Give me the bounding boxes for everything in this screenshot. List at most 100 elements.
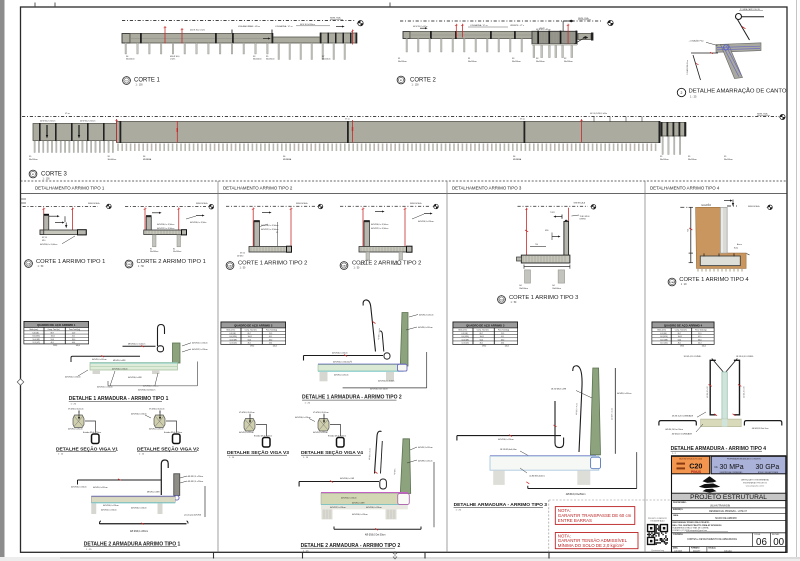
svg-text:4Ø Ø16,0 c/20cm: 4Ø Ø16,0 c/20cm [498,439,514,441]
svg-text:S2: S2 [564,58,566,60]
svg-text:SEM ESCALA: SEM ESCALA [410,202,422,205]
svg-text:53,4: 53,4 [51,339,54,341]
svg-text:DETALHE SEÇÃO VIGA V1: DETALHE SEÇÃO VIGA V1 [56,446,118,453]
svg-text:104,1: 104,1 [51,336,55,338]
svg-text:4Ø Ø16,0 c/20cm: 4Ø Ø16,0 c/20cm [112,369,128,371]
svg-text:Solo: Solo [734,247,739,249]
svg-text:8,0 (5/16): 8,0 (5/16) [462,336,470,338]
svg-text:Ø7,10: Ø7,10 [42,237,47,239]
svg-text:CORTE 2: CORTE 2 [410,78,437,84]
svg-text:Aterro: Aterro [737,243,742,246]
svg-text:1 : 10: 1 : 10 [303,457,309,459]
svg-text:4Ø Ø12,5 c/20cm: 4Ø Ø12,5 c/20cm [188,476,204,478]
svg-text:6,3 (1/4): 6,3 (1/4) [33,332,40,334]
svg-text:JUL/2023: JUL/2023 [674,551,682,553]
svg-text:SEM ESCALA: SEM ESCALA [296,202,308,205]
svg-text:V5 xx: V5 xx [65,113,70,115]
svg-text:S1: S1 [150,248,152,250]
svg-text:Ø7,10: Ø7,10 [240,253,245,255]
svg-text:Peso Total (kg): Peso Total (kg) [498,329,510,332]
svg-text:TOPO: TOPO [550,212,556,214]
svg-text:21,9: 21,9 [72,332,75,334]
svg-text:4Ø Ø5,0 c/20cm: 4Ø Ø5,0 c/20cm [92,359,107,361]
svg-text:1 : 2: 1 : 2 [672,453,677,455]
svg-text:1 : 25: 1 : 25 [71,404,77,406]
svg-text:4Ø.4 30,2x300cm: 4Ø.4 30,2x300cm [300,24,315,26]
svg-text:DETALHE SEÇÃO VIGA V3: DETALHE SEÇÃO VIGA V3 [227,449,289,456]
svg-text:NÍVEL RUA: NÍVEL RUA [578,17,589,20]
svg-text:01A: 01A [27,262,31,265]
svg-text:S4: S4 [519,285,521,287]
svg-text:4Ø Ø16,0 c/20cm: 4Ø Ø16,0 c/20cm [366,507,382,509]
svg-text:30x100cm: 30x100cm [564,61,573,63]
svg-text:CORTE 1 ARRIMO TIPO 3: CORTE 1 ARRIMO TIPO 3 [509,295,578,301]
svg-text:S1: S1 [173,248,175,250]
svg-text:46,1: 46,1 [678,343,681,345]
svg-text:QUADRO DE AÇO ARRIMO 1: QUADRO DE AÇO ARRIMO 1 [37,323,76,327]
svg-text:CORTE 3: CORTE 3 [41,172,68,178]
svg-text:89,7: 89,7 [248,333,251,335]
svg-text:1 : 25: 1 : 25 [86,549,92,551]
svg-text:46,1: 46,1 [51,342,54,344]
svg-text:750: 750 [688,229,690,232]
svg-text:RESISTÊNCIA À COMPRESSÃO: RESISTÊNCIA À COMPRESSÃO [720,471,743,474]
svg-text:PROJETO ESTRUTURAL: PROJETO ESTRUTURAL [690,494,767,501]
svg-text:S5: S5 [108,156,110,158]
svg-text:GARANTIR TENSÃO ADMISSÍVEL: GARANTIR TENSÃO ADMISSÍVEL [558,538,628,543]
svg-text:4Ø Ø10,0 c/20cm: 4Ø Ø10,0 c/20cm [341,497,357,499]
svg-text:DETALHAMENTO ARRIMO TIPO 4: DETALHAMENTO ARRIMO TIPO 4 [650,186,720,191]
svg-text:S5: S5 [660,156,662,158]
svg-text:53,4: 53,4 [248,339,251,341]
svg-text:fck: fck [715,465,719,469]
svg-text:MÍNIMA DO SOLO DE 2,0 kg/cm²: MÍNIMA DO SOLO DE 2,0 kg/cm² [558,543,624,548]
svg-text:V5 Ø10,0 5,00cm: V5 Ø10,0 5,00cm [149,409,165,411]
svg-text:89,7: 89,7 [480,333,483,335]
svg-text:293,3: 293,3 [680,346,684,348]
svg-text:Bitola (mm): Bitola (mm) [459,329,468,332]
svg-text:4Ø Ø16,0 c/20cm: 4Ø Ø16,0 c/20cm [131,508,147,510]
svg-text:1 : 25: 1 : 25 [303,550,309,552]
svg-text:4Ø Ø5,0 c/20cm: 4Ø Ø5,0 c/20cm [93,487,108,489]
svg-text:GALPÃO: GALPÃO [701,204,711,207]
svg-text:ESCALA:: ESCALA: [709,547,717,550]
svg-text:30x100cm: 30x100cm [724,159,733,161]
svg-text:S3: S3 [512,58,514,60]
svg-text:+ LIGAÇÃO Pilar: + LIGAÇÃO Pilar [689,40,705,43]
svg-text:12,5 (1/2): 12,5 (1/2) [33,342,41,344]
svg-text:6,3 (1/4): 6,3 (1/4) [230,333,237,335]
svg-text:1 : 100: 1 : 100 [136,85,144,87]
svg-text:SEM ESCALA: SEM ESCALA [748,205,760,208]
svg-text:10,0 (3/8): 10,0 (3/8) [462,339,470,341]
svg-text:30x100cm: 30x100cm [126,59,135,61]
svg-text:30x100cm: 30x100cm [660,159,669,161]
svg-text:DETALHAMENTO ARRIMO TIPO 3: DETALHAMENTO ARRIMO TIPO 3 [452,186,522,191]
svg-text:30x110cm: 30x110cm [322,59,331,61]
svg-text:6,3 (1/4): 6,3 (1/4) [660,333,667,335]
svg-text:Comp. Total (m): Comp. Total (m) [675,329,687,332]
svg-text:140,4: 140,4 [76,345,80,347]
svg-text:4Ø Ø10,0 x 5,00cm: 4Ø Ø10,0 x 5,00cm [40,244,58,246]
svg-text:12,5 (1/2): 12,5 (1/2) [230,343,238,345]
svg-text:30x100cm: 30x100cm [108,159,117,161]
svg-text:CORTES e DETALHAMENTO DE ARMAD: CORTES e DETALHAMENTO DE ARMADURAS [687,538,737,541]
svg-text:41,1: 41,1 [269,336,272,338]
svg-text:Estribo Ø5,0 c/20cm: Estribo Ø5,0 c/20cm [328,435,346,438]
svg-text:ENTRE BARRAS: ENTRE BARRAS [558,518,592,523]
svg-text:4Ø Ø 30,2 c/62cm: 4Ø Ø 30,2 c/62cm [536,29,551,31]
svg-text:4Ø Ø16,0 x 3,50m: 4Ø Ø16,0 x 3,50m [190,222,207,224]
svg-text:S1: S1 [468,58,470,60]
svg-text:44,4: 44,4 [698,343,701,345]
svg-text:4Ø Ø4,20 Det 50cm: 4Ø Ø4,20 Det 50cm [665,428,683,431]
svg-text:1 : 100: 1 : 100 [412,85,420,87]
svg-text:DETALHE 2 ARMADURA - ARRIMO TI: DETALHE 2 ARMADURA - ARRIMO TIPO 2 [301,543,401,549]
svg-text:MURENA: MURENA [283,158,292,161]
svg-text:10,0 (3/8): 10,0 (3/8) [33,339,41,341]
svg-text:Ø10: Ø10 [42,240,45,242]
svg-text:4Ø Ø10,0 c/20cm: 4Ø Ø10,0 c/20cm [103,505,119,507]
svg-text:S5: S5 [724,156,726,158]
svg-text:6,3 (1/4): 6,3 (1/4) [462,333,469,335]
svg-text:GARANTIR TRANSPASSE DE 60 cm: GARANTIR TRANSPASSE DE 60 cm [558,513,632,518]
svg-text:V5 Ø10,0 5,00cm: V5 Ø10,0 5,00cm [313,412,329,414]
svg-text:4Ø Ø4,20 C/UNIDADE: 4Ø Ø4,20 C/UNIDADE [672,432,693,435]
svg-text:4Ø Ø12,5 x 3,50cm: 4Ø Ø12,5 x 3,50cm [261,229,279,231]
